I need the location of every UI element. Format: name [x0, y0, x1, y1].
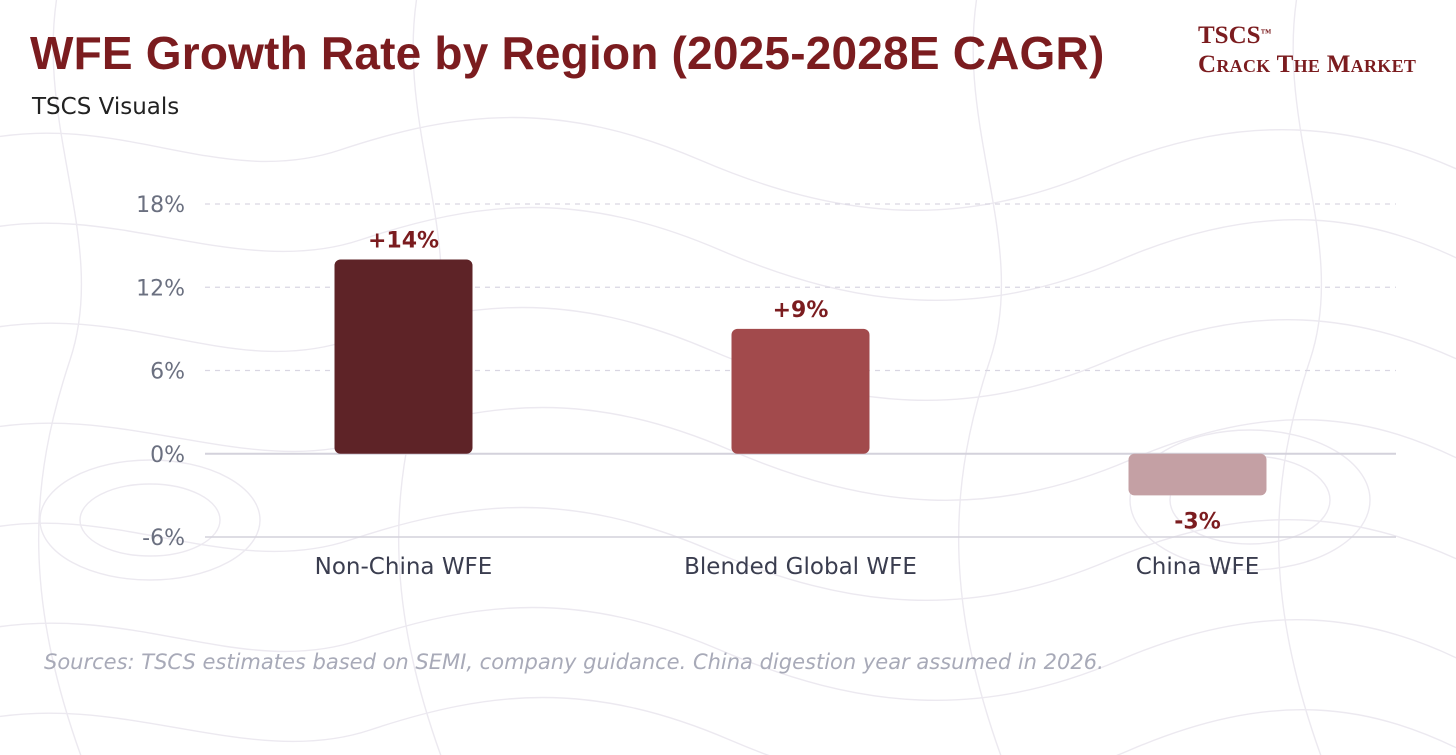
data-label: +14% — [368, 229, 439, 254]
x-tick-label: Blended Global WFE — [684, 554, 917, 580]
source-note: Sources: TSCS estimates based on SEMI, c… — [44, 650, 1104, 674]
y-tick-label: 12% — [136, 276, 185, 301]
x-tick-label: Non-China WFE — [315, 554, 493, 580]
y-tick-label: -6% — [142, 526, 185, 551]
data-label: -3% — [1174, 509, 1220, 534]
bar-chart: 18% 12% 6% 0% -6% +14% Non-China WFE +9% Blended… — [0, 0, 1456, 755]
bar — [1129, 454, 1267, 496]
x-tick-label: China WFE — [1136, 554, 1260, 580]
y-tick-label: 18% — [136, 193, 185, 218]
bar — [335, 260, 473, 454]
bar — [732, 329, 870, 454]
y-tick-label: 0% — [150, 443, 185, 468]
data-label: +9% — [773, 298, 829, 323]
y-tick-label: 6% — [150, 360, 185, 385]
